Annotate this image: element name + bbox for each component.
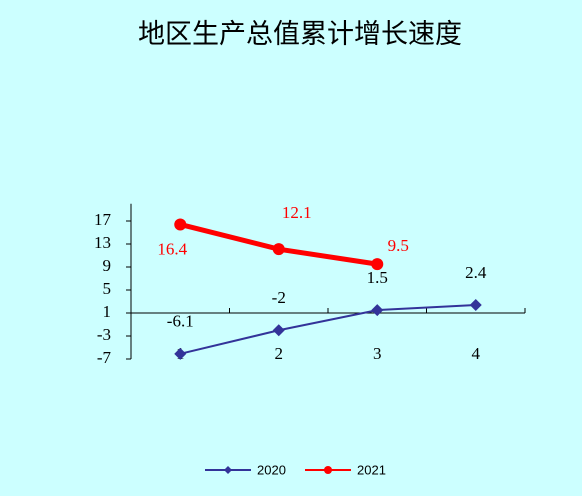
x-tick-label: 2 (275, 344, 284, 363)
legend-marker (324, 466, 332, 474)
marker (469, 298, 482, 311)
series-line (180, 303, 476, 355)
x-tick-label: 3 (373, 344, 382, 363)
data-label: 2.4 (465, 263, 487, 282)
marker (272, 324, 285, 337)
marker (371, 258, 384, 271)
data-label: 12.1 (282, 203, 312, 222)
y-tick-label: -7 (97, 348, 112, 367)
data-label: 9.5 (388, 236, 409, 255)
data-label: -6.1 (167, 312, 194, 331)
y-tick-label: 9 (103, 256, 112, 275)
y-tick-label: 5 (103, 279, 112, 298)
y-tick-label: 13 (94, 233, 111, 252)
y-tick-label: 17 (94, 210, 112, 229)
marker (371, 304, 384, 317)
marker (174, 218, 187, 231)
legend-marker (224, 466, 232, 474)
marker (174, 347, 187, 360)
y-tick-label: 1 (103, 302, 112, 321)
data-label: 1.5 (367, 268, 388, 287)
data-label: -2 (272, 288, 286, 307)
chart-title: 地区生产总值累计增长速度 (138, 19, 462, 49)
marker (272, 243, 285, 256)
x-tick-label: 4 (472, 344, 481, 363)
legend-label: 2020 (257, 462, 286, 477)
y-tick-label: -3 (97, 325, 111, 344)
data-label: 16.4 (157, 239, 187, 258)
legend-label: 2021 (357, 462, 386, 477)
